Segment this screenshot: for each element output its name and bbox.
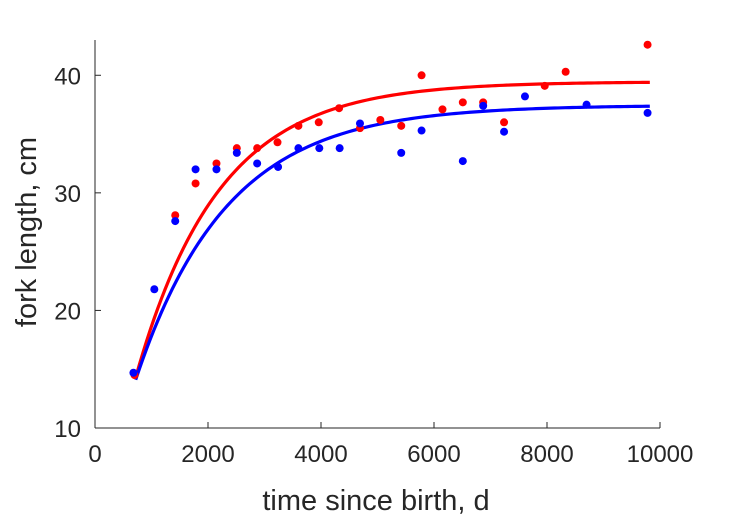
y-tick-label: 10: [54, 416, 81, 443]
data-point: [500, 127, 509, 136]
data-point: [417, 126, 426, 135]
data-point: [479, 101, 488, 110]
y-tick-label: 40: [54, 63, 81, 90]
x-tick-label: 2000: [181, 441, 234, 468]
data-point: [253, 159, 262, 168]
x-tick-label: 0: [88, 441, 101, 468]
data-point: [191, 179, 200, 188]
data-point: [314, 118, 323, 127]
data-point: [643, 40, 652, 49]
data-point: [212, 165, 221, 174]
data-point: [335, 144, 344, 153]
data-point: [520, 92, 529, 101]
data-point: [212, 159, 221, 168]
data-point: [294, 144, 303, 153]
data-point: [438, 105, 447, 114]
data-point: [458, 98, 467, 107]
data-point: [315, 144, 324, 153]
data-point: [294, 121, 303, 130]
x-tick-label: 6000: [407, 441, 460, 468]
data-point: [582, 100, 591, 109]
data-point: [397, 121, 406, 130]
data-point: [561, 67, 570, 76]
fit-curve: [134, 104, 650, 381]
data-point: [335, 104, 344, 113]
tick-labels: 0 2000 4000 6000 8000 10000 10 20 30 40: [54, 63, 693, 468]
data-point: [458, 157, 467, 166]
data-point: [191, 165, 200, 174]
data-point: [129, 368, 138, 377]
x-axis-label: time since birth, d: [262, 485, 489, 517]
data-point: [253, 144, 262, 153]
data-point: [232, 148, 241, 157]
y-tick-label: 30: [54, 181, 81, 208]
fit-curves: [134, 80, 650, 381]
data-point: [355, 119, 364, 128]
data-point: [273, 138, 282, 147]
y-axis-label: fork length, cm: [11, 137, 43, 327]
data-point: [643, 108, 652, 117]
data-point: [540, 81, 549, 90]
x-tick-label: 10000: [627, 441, 694, 468]
x-tick-label: 8000: [520, 441, 573, 468]
data-point: [417, 71, 426, 80]
data-point: [500, 118, 509, 127]
fit-curve: [134, 80, 650, 378]
data-points: [129, 40, 652, 380]
data-point: [171, 217, 180, 226]
data-point: [274, 162, 283, 171]
x-tick-label: 4000: [294, 441, 347, 468]
y-tick-label: 20: [54, 298, 81, 325]
data-point: [171, 211, 180, 220]
data-point: [397, 148, 406, 157]
data-point: [150, 285, 159, 294]
data-point: [376, 115, 385, 124]
axes: [94, 40, 661, 429]
